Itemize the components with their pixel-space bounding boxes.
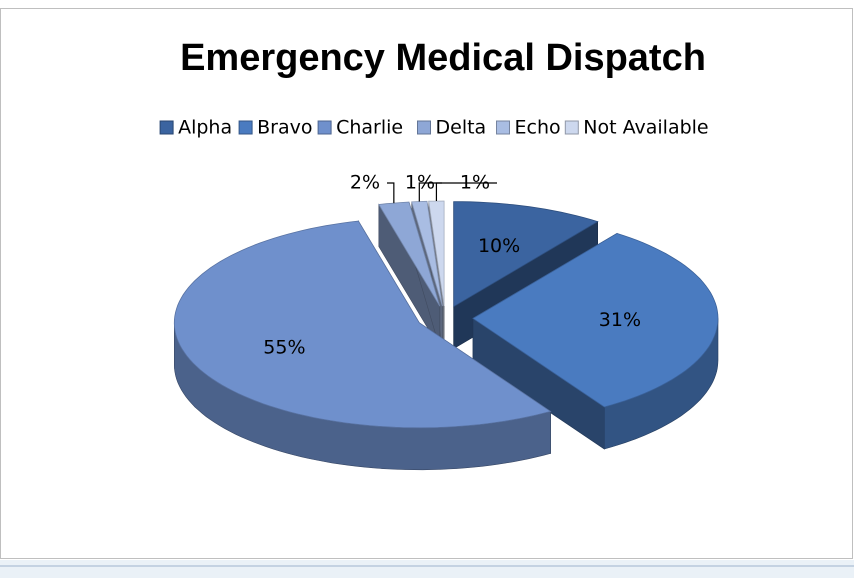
legend-label: Charlie bbox=[336, 117, 403, 139]
leader-line bbox=[418, 182, 442, 202]
leader-line bbox=[435, 182, 497, 202]
legend-swatch bbox=[564, 120, 579, 135]
pie-slice bbox=[378, 201, 441, 350]
pie-slice bbox=[173, 220, 552, 471]
legend-swatch bbox=[317, 120, 332, 135]
legend-swatch bbox=[159, 120, 174, 135]
data-label: 1% bbox=[405, 172, 435, 194]
legend-swatch bbox=[417, 120, 431, 135]
legend-label: Not Available bbox=[583, 117, 708, 139]
data-label: 55% bbox=[263, 336, 305, 358]
slice-top bbox=[428, 200, 445, 307]
chart-title: Emergency Medical Dispatch bbox=[180, 37, 706, 79]
slice-top bbox=[378, 201, 441, 307]
slice-top bbox=[472, 232, 719, 408]
legend-label: Delta bbox=[436, 117, 487, 139]
legend-label: Echo bbox=[515, 117, 561, 139]
legend-swatch bbox=[496, 120, 510, 135]
leader-line bbox=[387, 182, 395, 204]
data-label: 1% bbox=[460, 172, 490, 194]
slice-top bbox=[173, 220, 552, 429]
data-label: 10% bbox=[478, 235, 520, 257]
legend-label: Alpha bbox=[178, 117, 232, 139]
legend-label: Bravo bbox=[257, 117, 312, 139]
data-label: 31% bbox=[599, 309, 641, 331]
data-label: 2% bbox=[350, 172, 380, 194]
legend-swatch bbox=[238, 120, 253, 135]
sheet-strip bbox=[0, 560, 854, 578]
pie-slice bbox=[472, 232, 719, 450]
slice-top bbox=[453, 201, 599, 308]
